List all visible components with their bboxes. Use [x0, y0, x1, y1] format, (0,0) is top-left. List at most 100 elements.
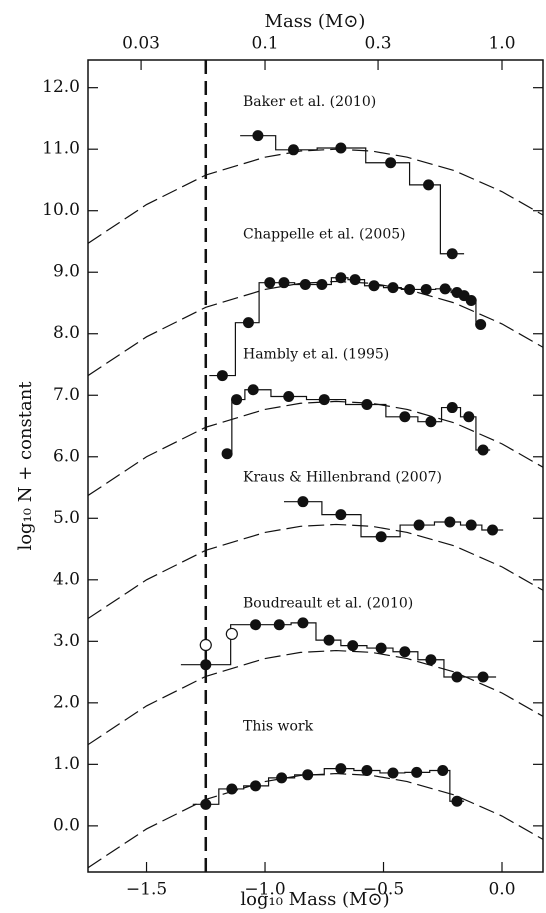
data-point — [226, 783, 238, 795]
open-point — [199, 638, 212, 652]
data-point — [399, 411, 411, 423]
data-point — [361, 765, 373, 776]
data-point — [451, 795, 463, 807]
data-point — [477, 671, 489, 683]
data-point — [242, 317, 254, 329]
data-point — [387, 282, 399, 294]
y-tick-label: 7.0 — [53, 385, 80, 405]
data-point — [420, 283, 432, 295]
data-point — [287, 144, 299, 156]
data-point — [451, 671, 463, 683]
data-point — [375, 642, 387, 654]
data-point — [399, 646, 411, 658]
y-tick-label: 4.0 — [53, 569, 80, 589]
data-point — [252, 130, 264, 142]
data-point — [425, 654, 437, 666]
data-point — [264, 277, 276, 289]
data-point — [216, 370, 228, 382]
data-point — [413, 519, 425, 531]
x2-tick-label: 1.0 — [488, 34, 515, 54]
data-point — [404, 283, 416, 295]
open-point — [225, 627, 238, 641]
x-tick-label: −1.5 — [126, 880, 167, 900]
data-point — [465, 519, 477, 531]
y-tick-label: 9.0 — [53, 262, 80, 282]
group-label: Kraus & Hillenbrand (2007) — [243, 469, 442, 485]
data-point — [221, 448, 233, 460]
group-label: Chappelle et al. (2005) — [243, 226, 406, 242]
data-point — [323, 634, 335, 646]
model-curve — [88, 400, 543, 497]
data-point — [335, 142, 347, 154]
data-point — [423, 179, 435, 191]
data-point — [276, 772, 288, 784]
model-curve — [88, 649, 543, 746]
data-point — [465, 295, 477, 307]
y-tick-label: 8.0 — [53, 323, 80, 343]
data-point — [283, 390, 295, 402]
x-axis-title: log₁₀ Mass (M⊙) — [240, 889, 389, 910]
data-point — [446, 248, 458, 260]
group-label: Baker et al. (2010) — [243, 94, 376, 110]
data-point — [273, 619, 285, 631]
y-axis-title: log₁₀ N + constant — [15, 381, 36, 551]
y-tick-label: 0.0 — [53, 815, 80, 835]
data-point — [387, 767, 399, 779]
histogram-step — [240, 135, 465, 255]
data-point — [463, 411, 475, 423]
x2-tick-label: 0.3 — [365, 34, 392, 54]
y-tick-label: 10.0 — [42, 200, 80, 220]
model-curve — [88, 523, 543, 620]
y-tick-label: 11.0 — [42, 139, 80, 159]
data-point — [411, 766, 423, 778]
x2-axis-title: Mass (M⊙) — [265, 11, 366, 32]
data-point — [297, 496, 309, 508]
plot-frame — [87, 59, 544, 873]
x-tick-label: 0.0 — [488, 880, 515, 900]
y-tick-label: 2.0 — [53, 692, 80, 712]
data-point — [439, 283, 451, 295]
x-tick-label: −0.5 — [363, 880, 404, 900]
y-tick-label: 6.0 — [53, 446, 80, 466]
data-point — [335, 272, 347, 284]
data-point — [444, 516, 456, 528]
data-point — [368, 280, 380, 292]
group-label: Hambly et al. (1995) — [243, 346, 389, 362]
data-point — [231, 394, 243, 406]
data-point — [250, 619, 262, 631]
group-label: Boudreault et al. (2010) — [243, 596, 413, 612]
data-point — [335, 509, 347, 521]
histogram-step — [283, 501, 504, 538]
data-point — [347, 640, 359, 652]
data-point — [299, 279, 311, 291]
model-curve — [88, 772, 543, 869]
y-tick-label: 12.0 — [42, 77, 80, 97]
x2-tick-label: 0.1 — [252, 34, 279, 54]
data-point — [302, 769, 314, 781]
data-point — [477, 444, 489, 456]
data-point — [297, 617, 309, 629]
data-point — [385, 157, 397, 169]
model-curve — [88, 280, 543, 377]
plot-area — [88, 60, 543, 872]
x-tick-label: −1.0 — [244, 880, 285, 900]
data-point — [200, 659, 212, 671]
data-point — [250, 780, 262, 792]
data-point — [349, 274, 361, 286]
data-point — [446, 402, 458, 414]
data-point — [425, 416, 437, 428]
data-point — [247, 384, 259, 396]
x2-tick-label: 0.03 — [122, 34, 160, 54]
y-tick-label: 5.0 — [53, 508, 80, 528]
data-point — [335, 763, 347, 775]
data-point — [318, 394, 330, 406]
data-point — [475, 319, 487, 331]
y-tick-label: 1.0 — [53, 754, 80, 774]
data-point — [316, 279, 328, 291]
data-point — [375, 531, 387, 543]
data-point — [361, 398, 373, 410]
data-point — [437, 765, 449, 776]
data-point — [200, 798, 212, 810]
data-point — [278, 277, 290, 289]
